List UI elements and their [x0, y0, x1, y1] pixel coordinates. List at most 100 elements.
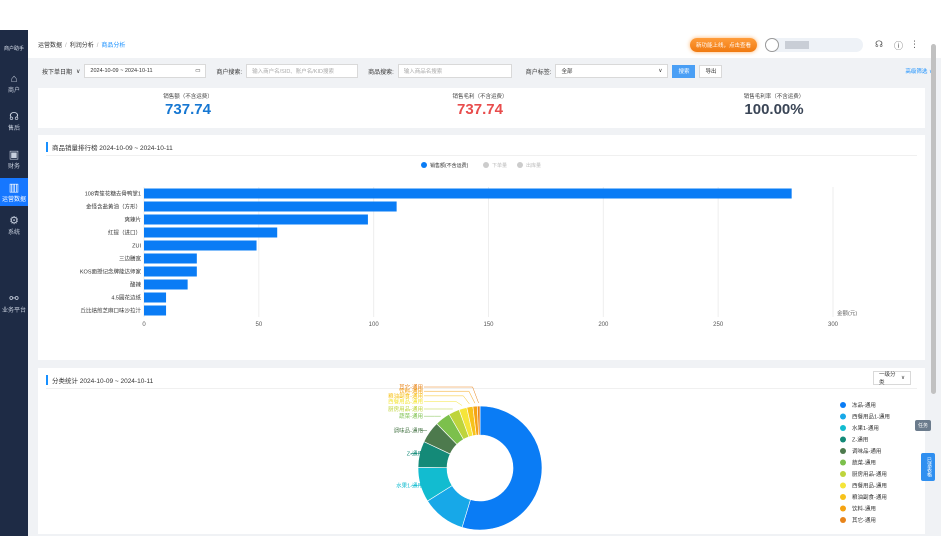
search-button[interactable]: 搜索 — [672, 64, 696, 78]
headset-icon: ☊ — [9, 110, 19, 123]
user-menu[interactable] — [765, 38, 863, 52]
bar[interactable] — [144, 253, 197, 264]
pie-label: 西餐用品-通用 — [388, 398, 423, 406]
bar[interactable] — [144, 305, 167, 316]
export-button[interactable]: 导出 — [699, 64, 723, 78]
bar[interactable] — [144, 201, 397, 212]
legend-marker[interactable] — [840, 425, 846, 431]
sidebar-item-label: 业务平台 — [1, 307, 26, 314]
legend-marker[interactable] — [840, 494, 846, 500]
pie-label-line — [424, 386, 479, 404]
kpi-margin: 销售毛利率（不含运费） 100.00% — [743, 94, 805, 118]
x-tick-label: 100 — [369, 322, 380, 328]
y-tick-label: ZUI — [132, 244, 141, 250]
sidebar-item-3[interactable]: ▥ 运营数据 — [0, 178, 28, 206]
filter-bar: 按下单日期 ∨ 2024-10-09 ~ 2024-10-11 ▭ 商户搜索: 输入… — [28, 60, 933, 82]
legend-label[interactable]: 西餐用品-通用 — [852, 482, 887, 490]
legend-label[interactable]: 粮油副食-通用 — [852, 493, 887, 501]
merchant-search-label: 商户搜索: — [216, 69, 243, 76]
pie-label: Z-通用 — [407, 449, 423, 457]
legend-marker[interactable] — [840, 517, 846, 523]
legend-marker[interactable] — [840, 459, 846, 466]
bar[interactable] — [144, 279, 188, 290]
help-icon[interactable]: ⓘ — [894, 41, 904, 51]
y-tick-label: 三边膳宽 — [119, 255, 142, 263]
bar[interactable] — [144, 188, 792, 199]
legend-label[interactable]: 蔬菜-通用 — [852, 459, 876, 467]
pie-label: 调味品-通用 — [394, 426, 423, 434]
bar[interactable] — [144, 214, 368, 225]
legend-label[interactable]: 调味品-通用 — [852, 447, 881, 455]
goods-search-label: 商品搜索: — [368, 69, 394, 76]
sidebar-item-5[interactable]: ⚯ 业务平台 — [0, 284, 28, 322]
bar[interactable] — [144, 266, 197, 277]
breadcrumb-item[interactable]: 运营数据 — [38, 42, 63, 49]
y-tick-label: KOS面授记念牌能达师家 — [80, 268, 142, 276]
legend-marker[interactable] — [517, 162, 523, 168]
y-tick-label: 丘比焙煎芝麻口味沙拉汁 — [80, 307, 141, 315]
promo-button[interactable]: 新功能上线，点击查看 — [690, 38, 758, 52]
pie-slice[interactable] — [477, 405, 481, 436]
x-axis-label: 金额(元) — [837, 309, 857, 317]
chevron-down-icon[interactable]: ∨ — [76, 68, 81, 75]
legend-label[interactable]: 饮料-通用 — [852, 505, 876, 513]
read-table-button[interactable]: 已读表格 — [921, 453, 935, 481]
legend-label[interactable]: 厨房用品-通用 — [852, 470, 887, 478]
legend-label[interactable]: 冻品-通用 — [852, 401, 876, 409]
gear-icon: ⚙ — [9, 214, 19, 227]
pie-slice[interactable] — [461, 405, 543, 531]
rank-title: 商品销量排行榜 2024-10-09 ~ 2024-10-11 — [46, 142, 173, 152]
legend-marker[interactable] — [840, 436, 846, 443]
legend-label[interactable]: 下单量 — [492, 162, 507, 169]
legend-label[interactable]: 销售额(不含运费) — [430, 162, 469, 169]
sidebar-item-2[interactable]: ▣ 财务 — [0, 140, 28, 178]
scrollbar[interactable] — [930, 38, 937, 398]
task-button[interactable]: 任务 — [915, 420, 932, 431]
advanced-filter-link[interactable]: 高级筛选 ∨ — [905, 69, 933, 75]
y-tick-label: 爽辣片 — [124, 216, 141, 224]
logo: 商户助手 — [3, 46, 24, 52]
sidebar-item-0[interactable]: ⌂ 商户 — [0, 64, 28, 102]
date-range-picker[interactable]: 2024-10-09 ~ 2024-10-11 ▭ — [84, 64, 207, 78]
more-icon[interactable]: ⋮ — [910, 39, 919, 49]
legend-marker[interactable] — [483, 162, 489, 168]
pie-label: 其它-通用 — [399, 383, 423, 391]
legend-marker[interactable] — [840, 471, 846, 477]
network-icon: ⚯ — [9, 292, 19, 305]
bar[interactable] — [144, 240, 257, 251]
legend-marker[interactable] — [840, 413, 846, 420]
legend-marker[interactable] — [840, 402, 846, 408]
date-type-select[interactable]: 按下单日期 — [42, 69, 73, 76]
legend-marker[interactable] — [421, 162, 427, 168]
sidebar-item-1[interactable]: ☊ 售后 — [0, 102, 28, 140]
user-name-redacted — [785, 41, 809, 49]
rank-card: 商品销量排行榜 2024-10-09 ~ 2024-10-11 0 50 100 15… — [38, 135, 925, 360]
legend-marker[interactable] — [840, 505, 846, 512]
legend-marker[interactable] — [840, 482, 846, 489]
pie-label-line — [424, 395, 470, 405]
bar[interactable] — [144, 292, 167, 303]
legend-label[interactable]: 其它-通用 — [852, 516, 876, 524]
x-tick-label: 300 — [828, 322, 839, 328]
legend-label[interactable]: Z-通用 — [852, 436, 868, 444]
tag-select[interactable]: 全部 ∨ — [555, 64, 669, 78]
goods-search-input[interactable]: 输入商品名搜索 — [397, 64, 512, 78]
tag-value: 全部 — [561, 69, 573, 75]
sidebar-item-label: 商户 — [7, 87, 20, 94]
bar[interactable] — [144, 227, 278, 238]
merchant-search-input[interactable]: 输入商户名/SID、账户名/KID搜索 — [246, 64, 359, 78]
avatar — [765, 38, 779, 52]
sidebar-item-label: 售后 — [7, 125, 20, 132]
x-tick-label: 0 — [142, 322, 146, 328]
legend-marker[interactable] — [840, 448, 846, 454]
breadcrumb-item[interactable]: 利润分析 — [69, 42, 94, 49]
pie-label: 饮料-通用 — [399, 387, 423, 395]
sidebar-item-4[interactable]: ⚙ 系统 — [0, 206, 28, 244]
legend-label[interactable]: 西餐用品1-通用 — [852, 413, 890, 421]
legend-label[interactable]: 出库量 — [526, 162, 541, 169]
contacts-icon[interactable]: ☊ — [875, 39, 883, 49]
date-range-value: 2024-10-09 ~ 2024-10-11 — [90, 68, 153, 74]
y-tick-label: 红提（进口） — [108, 229, 141, 237]
legend-label[interactable]: 水果1-通用 — [852, 424, 879, 432]
category-level-select[interactable]: 一级分类 ∨ — [873, 371, 911, 386]
